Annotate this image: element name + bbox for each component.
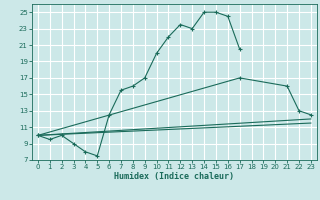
X-axis label: Humidex (Indice chaleur): Humidex (Indice chaleur) [115,172,234,181]
